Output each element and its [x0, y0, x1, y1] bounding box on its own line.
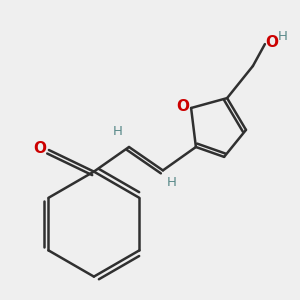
Text: H: H [113, 125, 123, 139]
Text: O: O [33, 141, 46, 156]
Text: H: H [167, 176, 177, 190]
Text: O: O [265, 35, 278, 50]
Text: O: O [176, 99, 189, 114]
Text: H: H [278, 30, 288, 43]
